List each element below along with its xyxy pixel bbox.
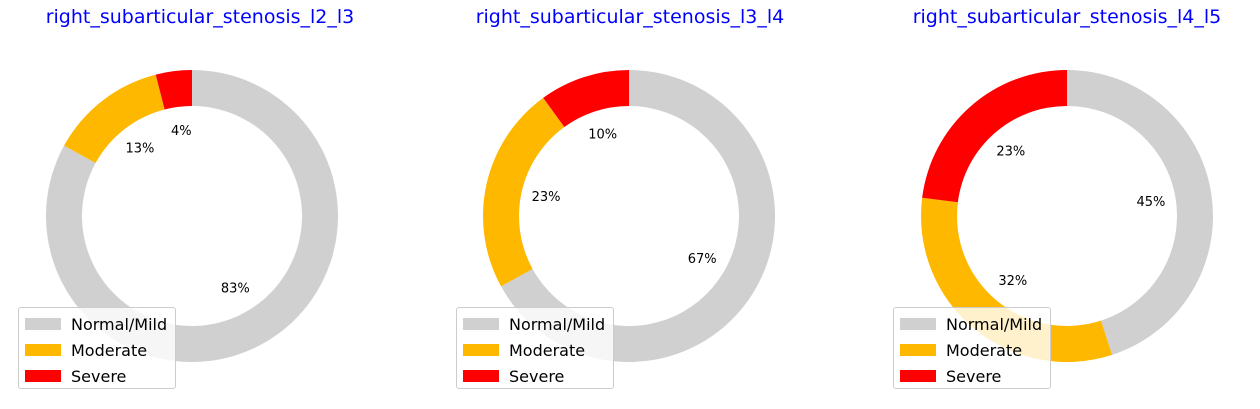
donut-slice-1 <box>483 97 565 287</box>
legend-item-moderate: Moderate <box>900 337 1050 363</box>
legend-item-severe: Severe <box>463 363 613 389</box>
legend: Normal/Mild Moderate Severe <box>456 307 614 389</box>
donut-slice-2 <box>922 70 1067 203</box>
donut-slice-1 <box>64 74 165 164</box>
legend-swatch <box>900 370 936 382</box>
slice-percent-label: 45% <box>1137 195 1166 210</box>
slice-percent-label: 10% <box>588 128 617 143</box>
legend-label: Moderate <box>946 340 1023 360</box>
legend-label: Normal/Mild <box>509 314 606 334</box>
legend-swatch <box>900 318 936 330</box>
legend-label: Severe <box>509 366 565 386</box>
slice-percent-label: 4% <box>171 124 192 139</box>
legend-item-severe: Severe <box>25 363 175 389</box>
donut-slice-0 <box>1067 70 1213 355</box>
legend-item-severe: Severe <box>900 363 1050 389</box>
legend-label: Severe <box>71 366 127 386</box>
legend-label: Normal/Mild <box>946 314 1043 334</box>
legend-swatch <box>900 344 936 356</box>
legend-swatch <box>25 318 61 330</box>
chart-title: right_subarticular_stenosis_l3_l4 <box>475 6 785 28</box>
slice-percent-label: 67% <box>688 252 717 267</box>
chart-title: right_subarticular_stenosis_l2_l3 <box>45 6 355 28</box>
legend-swatch <box>463 370 499 382</box>
legend: Normal/Mild Moderate Severe <box>893 307 1051 389</box>
donut-slice-2 <box>155 70 192 110</box>
slice-percent-label: 23% <box>532 190 561 205</box>
legend-item-normal-mild: Normal/Mild <box>463 311 613 337</box>
legend-item-normal-mild: Normal/Mild <box>25 311 175 337</box>
slice-percent-label: 83% <box>221 282 250 297</box>
legend-item-moderate: Moderate <box>25 337 175 363</box>
legend-swatch <box>463 318 499 330</box>
legend-label: Moderate <box>509 340 586 360</box>
legend-swatch <box>25 370 61 382</box>
slice-percent-label: 13% <box>125 141 154 156</box>
donut-chart: 67% 23% 10% <box>483 70 775 362</box>
legend-item-moderate: Moderate <box>463 337 613 363</box>
chart-panel-l3-l4: right_subarticular_stenosis_l3_l4 67% 23%… <box>430 0 830 409</box>
slice-percent-label: 23% <box>996 145 1025 160</box>
legend: Normal/Mild Moderate Severe <box>18 307 176 389</box>
chart-title: right_subarticular_stenosis_l4_l5 <box>912 6 1222 28</box>
donut-chart: 83% 13% 4% <box>46 70 338 362</box>
legend-label: Severe <box>946 366 1002 386</box>
legend-swatch <box>463 344 499 356</box>
chart-panel-l2-l3: right_subarticular_stenosis_l2_l3 83% 13%… <box>0 0 400 409</box>
legend-label: Moderate <box>71 340 148 360</box>
legend-label: Normal/Mild <box>71 314 168 334</box>
slice-percent-label: 32% <box>998 274 1027 289</box>
donut-slice-2 <box>543 70 629 128</box>
legend-swatch <box>25 344 61 356</box>
chart-panel-l4-l5: right_subarticular_stenosis_l4_l5 45% 32%… <box>867 0 1260 409</box>
legend-item-normal-mild: Normal/Mild <box>900 311 1050 337</box>
